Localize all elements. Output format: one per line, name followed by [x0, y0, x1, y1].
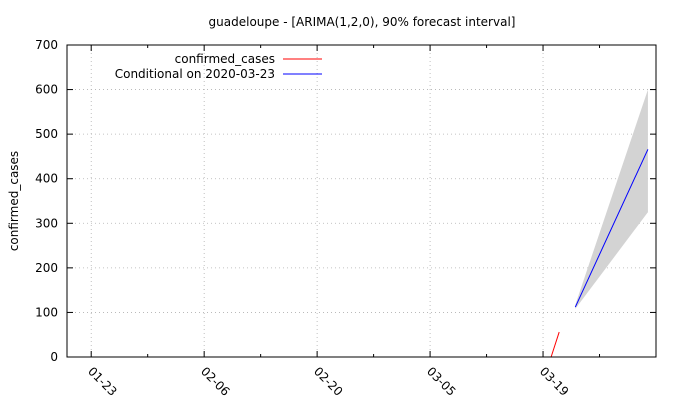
grid-lines: [67, 45, 656, 357]
forecast-interval-layer: [575, 89, 648, 309]
x-tick-label: 02-20: [311, 364, 346, 399]
legend-label: confirmed_cases: [175, 52, 275, 66]
y-tick-label: 0: [50, 350, 58, 364]
y-tick-label: 100: [35, 305, 58, 319]
y-axis-label: confirmed_cases: [7, 151, 21, 251]
y-tick-label: 700: [35, 38, 58, 52]
series-layer: [550, 149, 649, 358]
y-tick-labels: 0 100 200 300 400 500 600 700: [35, 38, 58, 364]
y-tick-label: 400: [35, 172, 58, 186]
y-tick-label: 200: [35, 261, 58, 275]
y-tick-label: 500: [35, 127, 58, 141]
forecast-interval-band: [575, 89, 648, 309]
x-tick-label: 02-06: [198, 364, 233, 399]
y-tick-label: 600: [35, 83, 58, 97]
x-tick-label: 01-23: [85, 364, 120, 399]
x-tick-label: 03-05: [424, 364, 459, 399]
x-tick-label: 03-19: [537, 364, 572, 399]
chart-title: guadeloupe - [ARIMA(1,2,0), 90% forecast…: [209, 15, 516, 29]
plot-frame: [66, 44, 657, 358]
legend-label: Conditional on 2020-03-23: [115, 67, 275, 81]
series-line-2: [574, 149, 649, 308]
y-tick-label: 300: [35, 216, 58, 230]
axis-ticks: [67, 44, 656, 358]
x-tick-labels: 01-23 02-06 02-20 03-05 03-19: [85, 364, 571, 399]
series-line-1: [550, 331, 560, 358]
